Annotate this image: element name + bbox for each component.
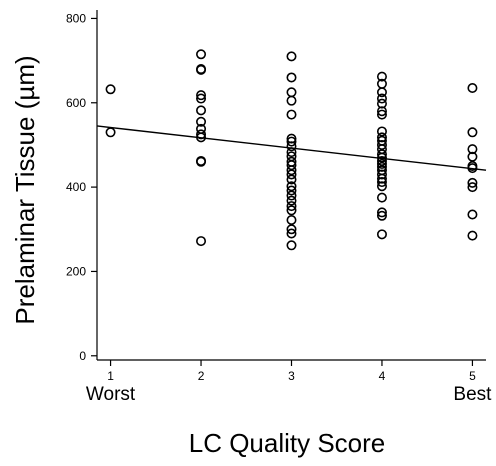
data-point <box>196 64 207 75</box>
data-point <box>286 185 297 196</box>
data-point <box>376 126 387 137</box>
data-point <box>286 133 297 144</box>
data-point <box>286 169 297 180</box>
y-axis-title: Prelaminar Tissue (µm) <box>10 55 40 324</box>
data-point <box>376 177 387 188</box>
data-point <box>286 205 297 216</box>
x-tick-label: 1 <box>107 369 114 383</box>
data-point <box>286 147 297 158</box>
data-point <box>196 105 207 116</box>
data-point <box>376 149 387 160</box>
data-point <box>467 177 478 188</box>
data-point <box>286 87 297 98</box>
data-point <box>286 190 297 201</box>
data-point <box>467 144 478 155</box>
x-tick-label: 2 <box>198 369 205 383</box>
data-point <box>196 132 207 143</box>
data-point <box>286 195 297 206</box>
data-point <box>467 83 478 94</box>
data-point <box>196 90 207 101</box>
data-point <box>196 116 207 127</box>
data-point <box>196 156 207 167</box>
data-point <box>286 240 297 251</box>
data-point <box>286 174 297 185</box>
data-point <box>105 127 116 138</box>
data-point <box>286 95 297 106</box>
data-point <box>376 158 387 169</box>
x-axis-title: LC Quality Score <box>189 428 386 458</box>
y-tick-label: 600 <box>66 96 86 110</box>
data-point <box>286 51 297 62</box>
data-point <box>467 127 478 138</box>
x-category-sublabel: Best <box>453 384 492 405</box>
data-point <box>376 109 387 120</box>
data-point <box>467 151 478 162</box>
data-point <box>286 141 297 152</box>
x-tick-label: 5 <box>469 369 476 383</box>
data-point <box>376 169 387 180</box>
data-points <box>105 49 478 251</box>
data-point <box>467 209 478 220</box>
data-point <box>286 201 297 212</box>
x-axis-labels: 1 2 3 4 5 Worst Best <box>86 369 492 405</box>
data-point <box>376 87 387 98</box>
x-category-sublabel: Worst <box>86 384 136 405</box>
chart-axes: 0 200 400 600 800 <box>66 10 486 366</box>
data-point <box>196 49 207 60</box>
data-point <box>376 71 387 82</box>
data-point <box>286 72 297 83</box>
data-point <box>196 236 207 247</box>
data-point <box>376 132 387 143</box>
data-point <box>286 224 297 235</box>
data-point <box>286 215 297 226</box>
data-point <box>286 136 297 147</box>
data-point <box>196 93 207 104</box>
data-point <box>376 152 387 163</box>
data-point <box>376 210 387 221</box>
x-tick-label: 4 <box>379 369 386 383</box>
data-point <box>467 163 478 174</box>
data-point <box>376 139 387 150</box>
data-point <box>376 93 387 104</box>
data-point <box>286 160 297 171</box>
data-point <box>286 109 297 120</box>
y-tick-label: 400 <box>66 180 86 194</box>
data-point <box>376 161 387 172</box>
data-point <box>286 165 297 176</box>
y-tick-label: 0 <box>79 349 86 363</box>
data-point <box>376 106 387 117</box>
y-tick-label: 800 <box>66 11 86 25</box>
data-point <box>376 207 387 218</box>
y-tick-label: 200 <box>66 264 86 278</box>
data-point <box>196 129 207 140</box>
x-tick-label: 3 <box>288 369 295 383</box>
data-point <box>376 181 387 192</box>
data-point <box>286 228 297 239</box>
data-point <box>467 230 478 241</box>
data-point <box>286 181 297 192</box>
data-point <box>376 173 387 184</box>
data-point <box>376 192 387 203</box>
data-point <box>376 155 387 166</box>
data-point <box>105 84 116 95</box>
data-point <box>376 98 387 109</box>
data-point <box>376 229 387 240</box>
data-point <box>467 182 478 193</box>
